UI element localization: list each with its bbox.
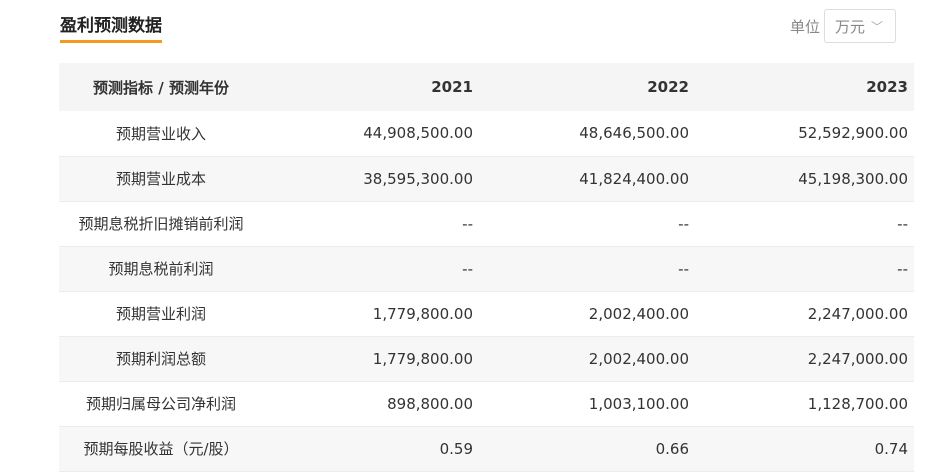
- cell-value: 2,002,400.00: [588, 304, 689, 323]
- cell-value: 41,824,400.00: [579, 169, 689, 188]
- chevron-down-icon: ﹀: [871, 19, 884, 34]
- cell-value: 1,779,800.00: [372, 349, 473, 368]
- table-row: 预期息税前利润 -- -- --: [59, 246, 914, 291]
- row-label: 预期营业利润: [115, 305, 206, 323]
- unit-dropdown-value: 万元: [835, 17, 866, 36]
- cell-value: 0.66: [655, 439, 689, 458]
- unit-selector-group: 单位 万元 ﹀: [790, 9, 896, 43]
- cell-value: 2,247,000.00: [807, 304, 908, 323]
- cell-value: 38,595,300.00: [363, 169, 473, 188]
- cell-value: 0.74: [874, 439, 908, 458]
- row-label: 预期利润总额: [115, 350, 206, 368]
- cell-value: 2,002,400.00: [588, 349, 689, 368]
- header-year-2023: 2023: [866, 78, 908, 96]
- table-row: 预期利润总额 1,779,800.00 2,002,400.00 2,247,0…: [59, 336, 914, 381]
- table-row: 预期归属母公司净利润 898,800.00 1,003,100.00 1,128…: [59, 381, 914, 426]
- header-indicator-year: 预测指标 / 预测年份: [93, 78, 229, 97]
- cell-value: 2,247,000.00: [807, 349, 908, 368]
- table-row: 预期息税折旧摊销前利润 -- -- --: [59, 201, 914, 246]
- cell-value: --: [897, 214, 908, 233]
- cell-value: 1,779,800.00: [372, 304, 473, 323]
- cell-value: 44,908,500.00: [363, 124, 473, 143]
- section-title: 盈利预测数据: [60, 15, 162, 43]
- table-row: 预期营业成本 38,595,300.00 41,824,400.00 45,19…: [59, 156, 914, 201]
- cell-value: --: [678, 214, 689, 233]
- table-row: 预期每股收益（元/股） 0.59 0.66 0.74: [59, 426, 914, 471]
- cell-value: 0.59: [439, 439, 473, 458]
- cell-value: 898,800.00: [387, 394, 473, 413]
- cell-value: 48,646,500.00: [579, 124, 689, 143]
- cell-value: 52,592,900.00: [798, 124, 908, 143]
- row-label: 预期每股收益（元/股）: [83, 440, 239, 458]
- unit-label: 单位: [789, 17, 820, 36]
- row-label: 预期营业收入: [115, 124, 206, 143]
- forecast-table: 预测指标 / 预测年份 2021 2022 2023 预期营业收入 44,908…: [59, 63, 914, 472]
- unit-dropdown[interactable]: 万元 ﹀: [824, 9, 896, 43]
- cell-value: --: [462, 259, 473, 278]
- cell-value: 45,198,300.00: [798, 169, 908, 188]
- cell-value: --: [462, 214, 473, 233]
- table-row: 预期营业利润 1,779,800.00 2,002,400.00 2,247,0…: [59, 291, 914, 336]
- row-label: 预期息税前利润: [108, 260, 214, 278]
- row-label: 预期营业成本: [115, 170, 206, 188]
- cell-value: --: [897, 259, 908, 278]
- row-label: 预期归属母公司净利润: [85, 395, 236, 413]
- header-year-2021: 2021: [431, 78, 473, 96]
- cell-value: 1,003,100.00: [588, 394, 689, 413]
- table-row: 预期营业收入 44,908,500.00 48,646,500.00 52,59…: [59, 111, 914, 156]
- header-year-2022: 2022: [647, 78, 689, 96]
- cell-value: 1,128,700.00: [807, 394, 908, 413]
- table-header-row: 预测指标 / 预测年份 2021 2022 2023: [59, 63, 914, 111]
- row-label: 预期息税折旧摊销前利润: [78, 215, 244, 233]
- cell-value: --: [678, 259, 689, 278]
